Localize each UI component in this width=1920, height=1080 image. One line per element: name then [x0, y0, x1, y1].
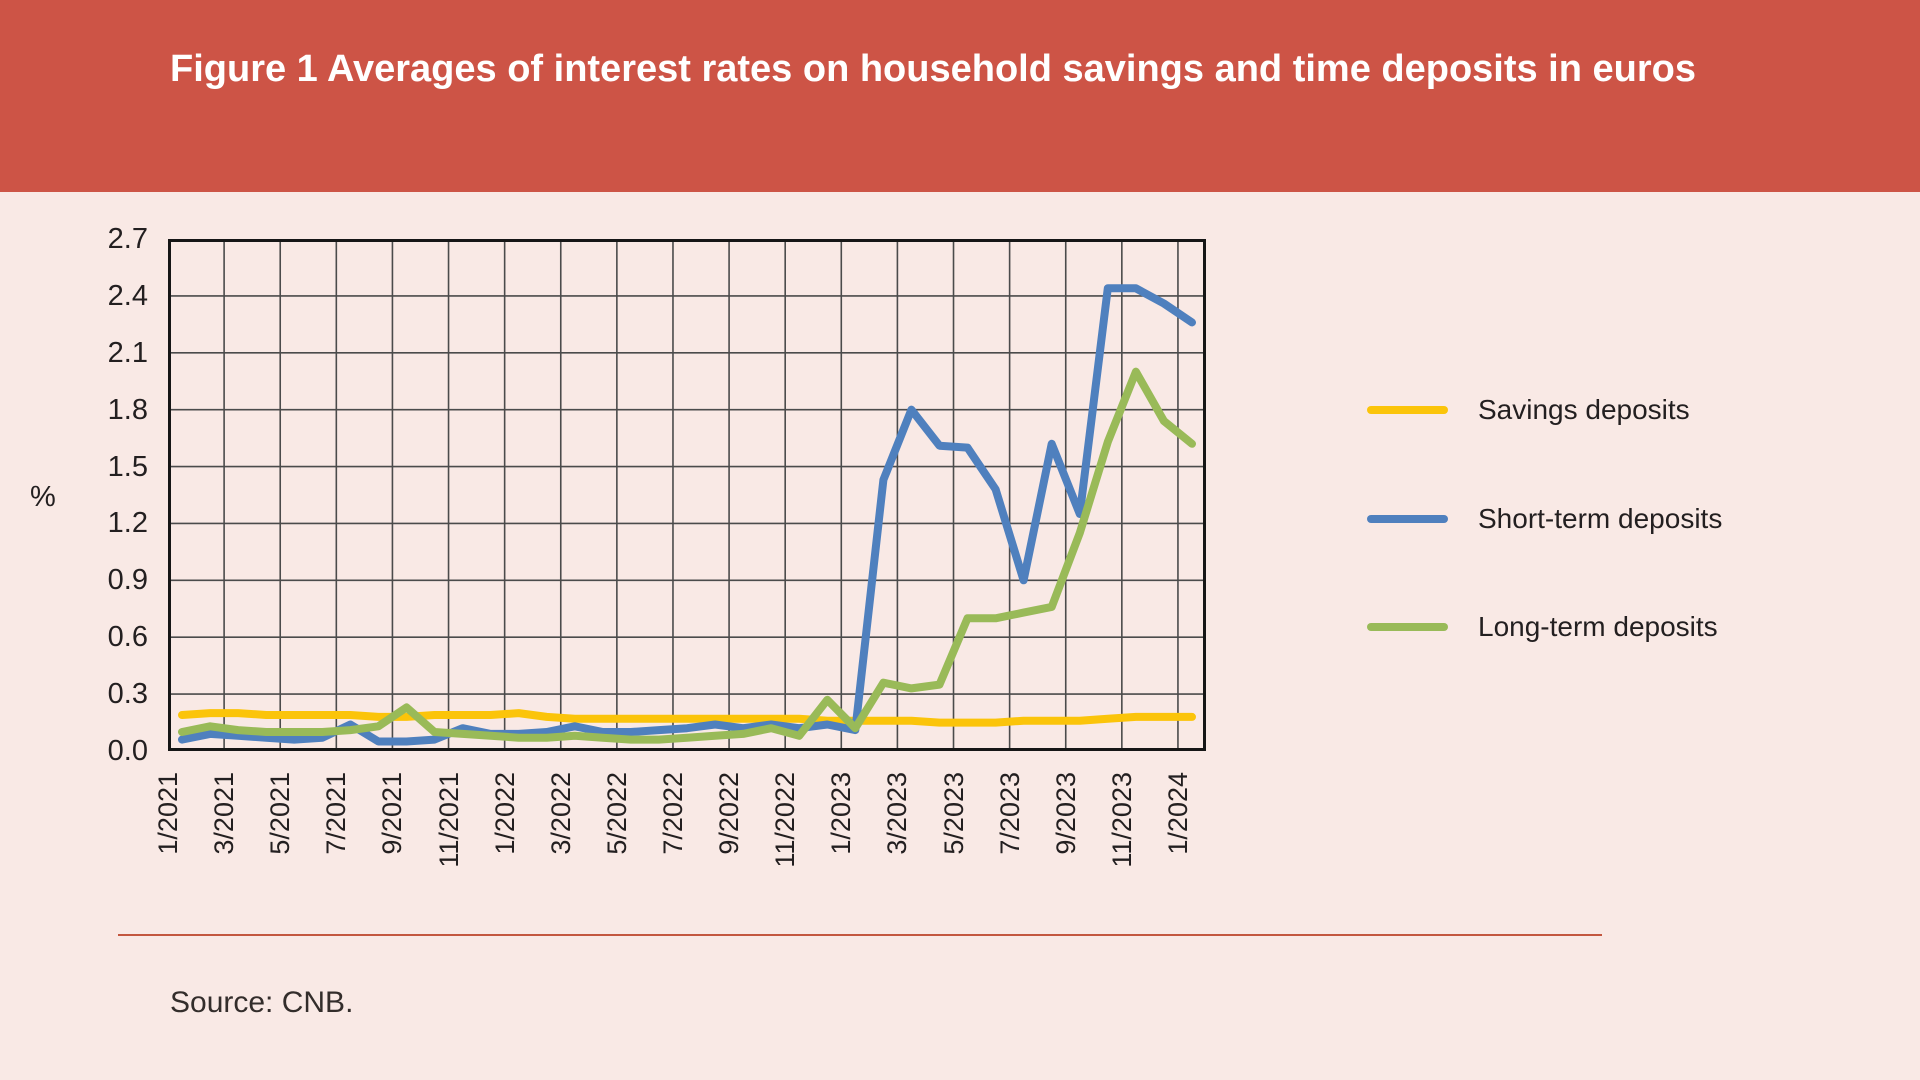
legend-label: Savings deposits: [1478, 394, 1690, 425]
y-axis-unit-label: %: [30, 481, 56, 513]
y-axis-tick-label: 1.8: [107, 393, 148, 426]
y-axis-tick-label: 2.7: [107, 223, 148, 255]
source-note: Source: CNB.: [170, 986, 354, 1019]
legend-item-savings-deposits: Savings deposits: [1367, 394, 1690, 425]
x-axis-tick-label: 1/2024: [1162, 772, 1193, 855]
legend-swatch: [1367, 623, 1448, 631]
series-line-savings-deposits: [178, 709, 1196, 727]
legend-swatch: [1367, 406, 1448, 414]
divider-line: [118, 934, 1602, 936]
legend-label: Short-term deposits: [1478, 503, 1723, 534]
y-axis-tick-label: 2.1: [107, 336, 148, 369]
figure-title: Figure 1 Averages of interest rates on h…: [170, 48, 1696, 90]
legend-label: Long-term deposits: [1478, 611, 1718, 642]
y-axis-tick-label: 0.6: [107, 621, 148, 654]
series-line-short-term-deposits: [178, 284, 1196, 746]
legend-item-long-term-deposits: Long-term deposits: [1367, 611, 1718, 642]
y-axis-tick-label: 1.2: [107, 507, 148, 540]
series-line-long-term-deposits: [178, 367, 1196, 744]
y-axis-tick-label: 1.5: [107, 450, 148, 483]
figure-title-banner: Figure 1 Averages of interest rates on h…: [0, 0, 1920, 192]
plot-border: [168, 239, 1206, 751]
y-axis-tick-label: 2.4: [107, 279, 148, 312]
y-axis-tick-label: 0.3: [107, 678, 148, 711]
chart-plot: [168, 239, 1206, 751]
y-axis-tick-label: 0.0: [107, 735, 148, 767]
legend-swatch: [1367, 515, 1448, 523]
legend-item-short-term-deposits: Short-term deposits: [1367, 503, 1723, 534]
y-axis-tick-label: 0.9: [107, 564, 148, 597]
